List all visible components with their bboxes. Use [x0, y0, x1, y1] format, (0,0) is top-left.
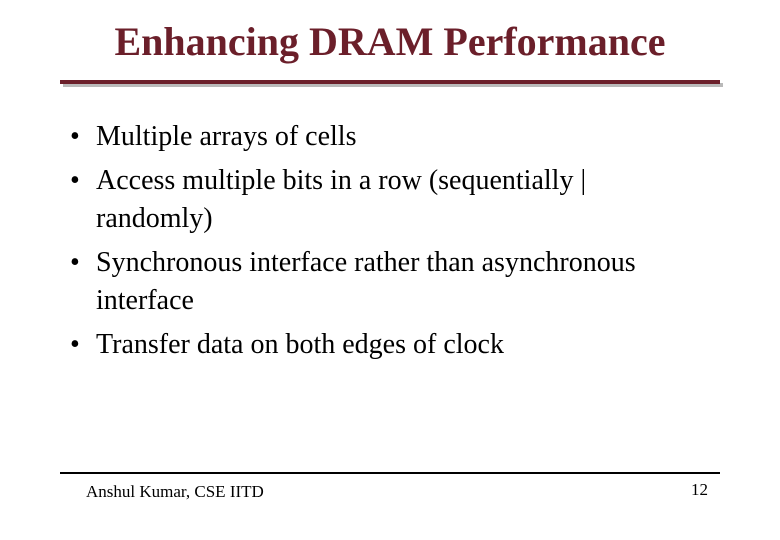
- title-rule-container: [60, 80, 720, 84]
- title-underline: [60, 80, 720, 84]
- bullet-list: Multiple arrays of cells Access multiple…: [66, 118, 706, 364]
- slide-body: Multiple arrays of cells Access multiple…: [66, 118, 706, 370]
- list-item: Access multiple bits in a row (sequentia…: [66, 162, 706, 238]
- list-item: Synchronous interface rather than asynch…: [66, 244, 706, 320]
- footer-rule: [60, 472, 720, 474]
- footer-page-number: 12: [691, 480, 708, 500]
- list-item: Transfer data on both edges of clock: [66, 326, 706, 364]
- footer-author: Anshul Kumar, CSE IITD: [86, 482, 264, 502]
- slide: Enhancing DRAM Performance Multiple arra…: [0, 0, 780, 540]
- list-item: Multiple arrays of cells: [66, 118, 706, 156]
- slide-title: Enhancing DRAM Performance: [0, 18, 780, 65]
